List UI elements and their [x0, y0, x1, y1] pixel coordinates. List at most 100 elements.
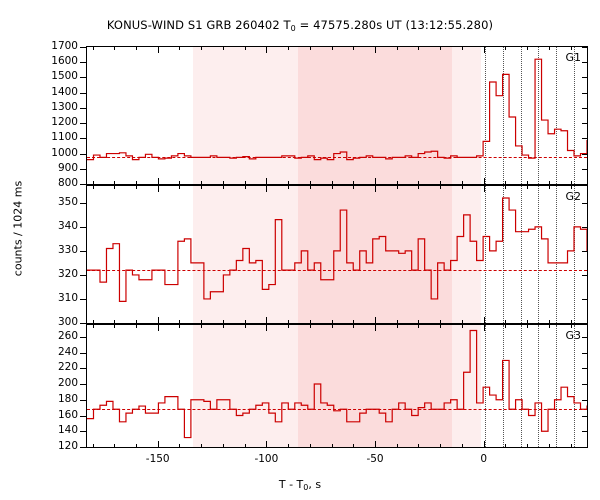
- x-tick-top-g3: [483, 324, 485, 331]
- x-tick-bottom-g2: [288, 320, 290, 324]
- figure-title-rest: = 47575.280s UT (13:12:55.280): [295, 18, 494, 32]
- x-tick-top-g1: [418, 46, 420, 50]
- x-tick-top-g2: [201, 185, 203, 189]
- x-tick-bottom-g3: [135, 444, 137, 448]
- x-tick-top-g1: [288, 46, 290, 50]
- figure-title-main: KONUS-WIND S1 GRB 260402 T: [106, 18, 291, 32]
- y-tick-right-g2-3: [582, 250, 588, 252]
- x-axis-label: T - T0, s: [0, 478, 600, 492]
- y-tick-label-g3-1: 140: [57, 424, 78, 437]
- x-tick-bottom-g2: [114, 320, 116, 324]
- x-tick-top-g3: [353, 324, 355, 328]
- y-tick-right-g3-2: [582, 415, 588, 417]
- y-tick-label-g1-5: 1300: [51, 100, 78, 113]
- x-tick-top-g3: [114, 324, 116, 328]
- x-axis-label-rest: , s: [308, 478, 322, 491]
- x-tick-bottom-g3: [353, 444, 355, 448]
- x-tick-top-g1: [157, 46, 159, 53]
- x-tick-bottom-g3: [114, 444, 116, 448]
- x-tick-bottom-g3: [527, 444, 529, 448]
- y-tick-g1-2: [80, 153, 86, 155]
- x-tick-bottom-g3: [288, 444, 290, 448]
- x-tick-top-g2: [375, 185, 377, 192]
- x-tick-top-g2: [179, 185, 181, 189]
- y-tick-right-g1-6: [582, 92, 588, 94]
- x-tick-top-g1: [331, 46, 333, 50]
- x-tick-top-g3: [266, 324, 268, 331]
- x-tick-top-g3: [244, 324, 246, 328]
- y-tick-right-g1-8: [582, 62, 588, 64]
- x-tick-bottom-g1: [418, 181, 420, 185]
- x-tick-top-g3: [331, 324, 333, 328]
- x-tick-bottom-g3: [461, 444, 463, 448]
- x-tick-top-g1: [570, 46, 572, 50]
- panel-label-g2: G2: [565, 190, 581, 203]
- time-marker-line-2: [520, 325, 522, 447]
- y-tick-label-g1-4: 1200: [51, 116, 78, 129]
- x-tick-top-g1: [201, 46, 203, 50]
- time-marker-line-0: [484, 47, 486, 184]
- x-tick-top-g2: [331, 185, 333, 189]
- y-tick-right-g1-0: [582, 184, 588, 185]
- x-tick-bottom-g2: [418, 320, 420, 324]
- x-tick-top-g3: [157, 324, 159, 331]
- x-tick-top-g2: [461, 185, 463, 189]
- x-tick-top-g3: [92, 324, 94, 328]
- x-tick-label-1: -100: [254, 453, 279, 465]
- x-tick-top-g2: [222, 185, 224, 189]
- x-tick-bottom-g2: [396, 320, 398, 324]
- x-tick-bottom-g3: [548, 444, 550, 448]
- x-tick-top-g3: [309, 324, 311, 328]
- x-tick-top-g3: [375, 324, 377, 331]
- x-tick-bottom-g2: [331, 320, 333, 324]
- x-tick-top-g1: [222, 46, 224, 50]
- x-tick-top-g2: [418, 185, 420, 189]
- y-tick-g1-3: [80, 138, 86, 140]
- x-tick-bottom-g1: [353, 181, 355, 185]
- panel-g2: G2: [86, 185, 588, 324]
- time-marker-line-4: [556, 186, 558, 323]
- y-tick-label-g3-6: 240: [57, 345, 78, 358]
- x-tick-top-g2: [505, 185, 507, 189]
- x-tick-bottom-g1: [309, 181, 311, 185]
- x-tick-bottom-g1: [114, 181, 116, 185]
- y-tick-right-g2-1: [582, 298, 588, 300]
- y-tick-label-g2-0: 300: [57, 316, 78, 328]
- y-tick-right-g1-2: [582, 153, 588, 155]
- y-tick-label-g3-0: 120: [57, 440, 78, 452]
- x-tick-bottom-g3: [418, 444, 420, 448]
- x-tick-bottom-g1: [179, 181, 181, 185]
- x-tick-bottom-g2: [92, 320, 94, 324]
- y-tick-right-g1-3: [582, 138, 588, 140]
- x-tick-top-g2: [527, 185, 529, 189]
- x-tick-top-g2: [440, 185, 442, 189]
- y-tick-right-g2-2: [582, 274, 588, 276]
- x-tick-top-g3: [461, 324, 463, 328]
- time-marker-line-4: [556, 47, 558, 184]
- y-tick-g3-0: [80, 447, 86, 448]
- y-tick-g2-5: [80, 202, 86, 204]
- x-tick-bottom-g1: [244, 181, 246, 185]
- panel-label-g3: G3: [565, 329, 581, 342]
- x-tick-bottom-g1: [396, 181, 398, 185]
- y-tick-label-g1-1: 900: [57, 161, 78, 174]
- x-tick-top-g2: [548, 185, 550, 189]
- x-tick-bottom-g1: [570, 181, 572, 185]
- shaded-interval-dark: [297, 186, 453, 323]
- x-tick-bottom-g1: [92, 181, 94, 185]
- panel-g1: G1: [86, 46, 588, 185]
- y-tick-label-g1-0: 800: [57, 177, 78, 189]
- x-tick-bottom-g2: [505, 320, 507, 324]
- y-tick-g1-7: [80, 77, 86, 79]
- x-tick-top-g1: [353, 46, 355, 50]
- y-tick-right-g1-9: [582, 47, 588, 48]
- lightcurve-g2: [87, 186, 587, 323]
- x-tick-top-g3: [135, 324, 137, 328]
- x-tick-top-g1: [548, 46, 550, 50]
- y-tick-g1-8: [80, 62, 86, 64]
- x-tick-top-g1: [375, 46, 377, 53]
- y-tick-label-g3-3: 180: [57, 392, 78, 405]
- y-tick-g3-6: [80, 352, 86, 354]
- x-tick-top-g2: [114, 185, 116, 189]
